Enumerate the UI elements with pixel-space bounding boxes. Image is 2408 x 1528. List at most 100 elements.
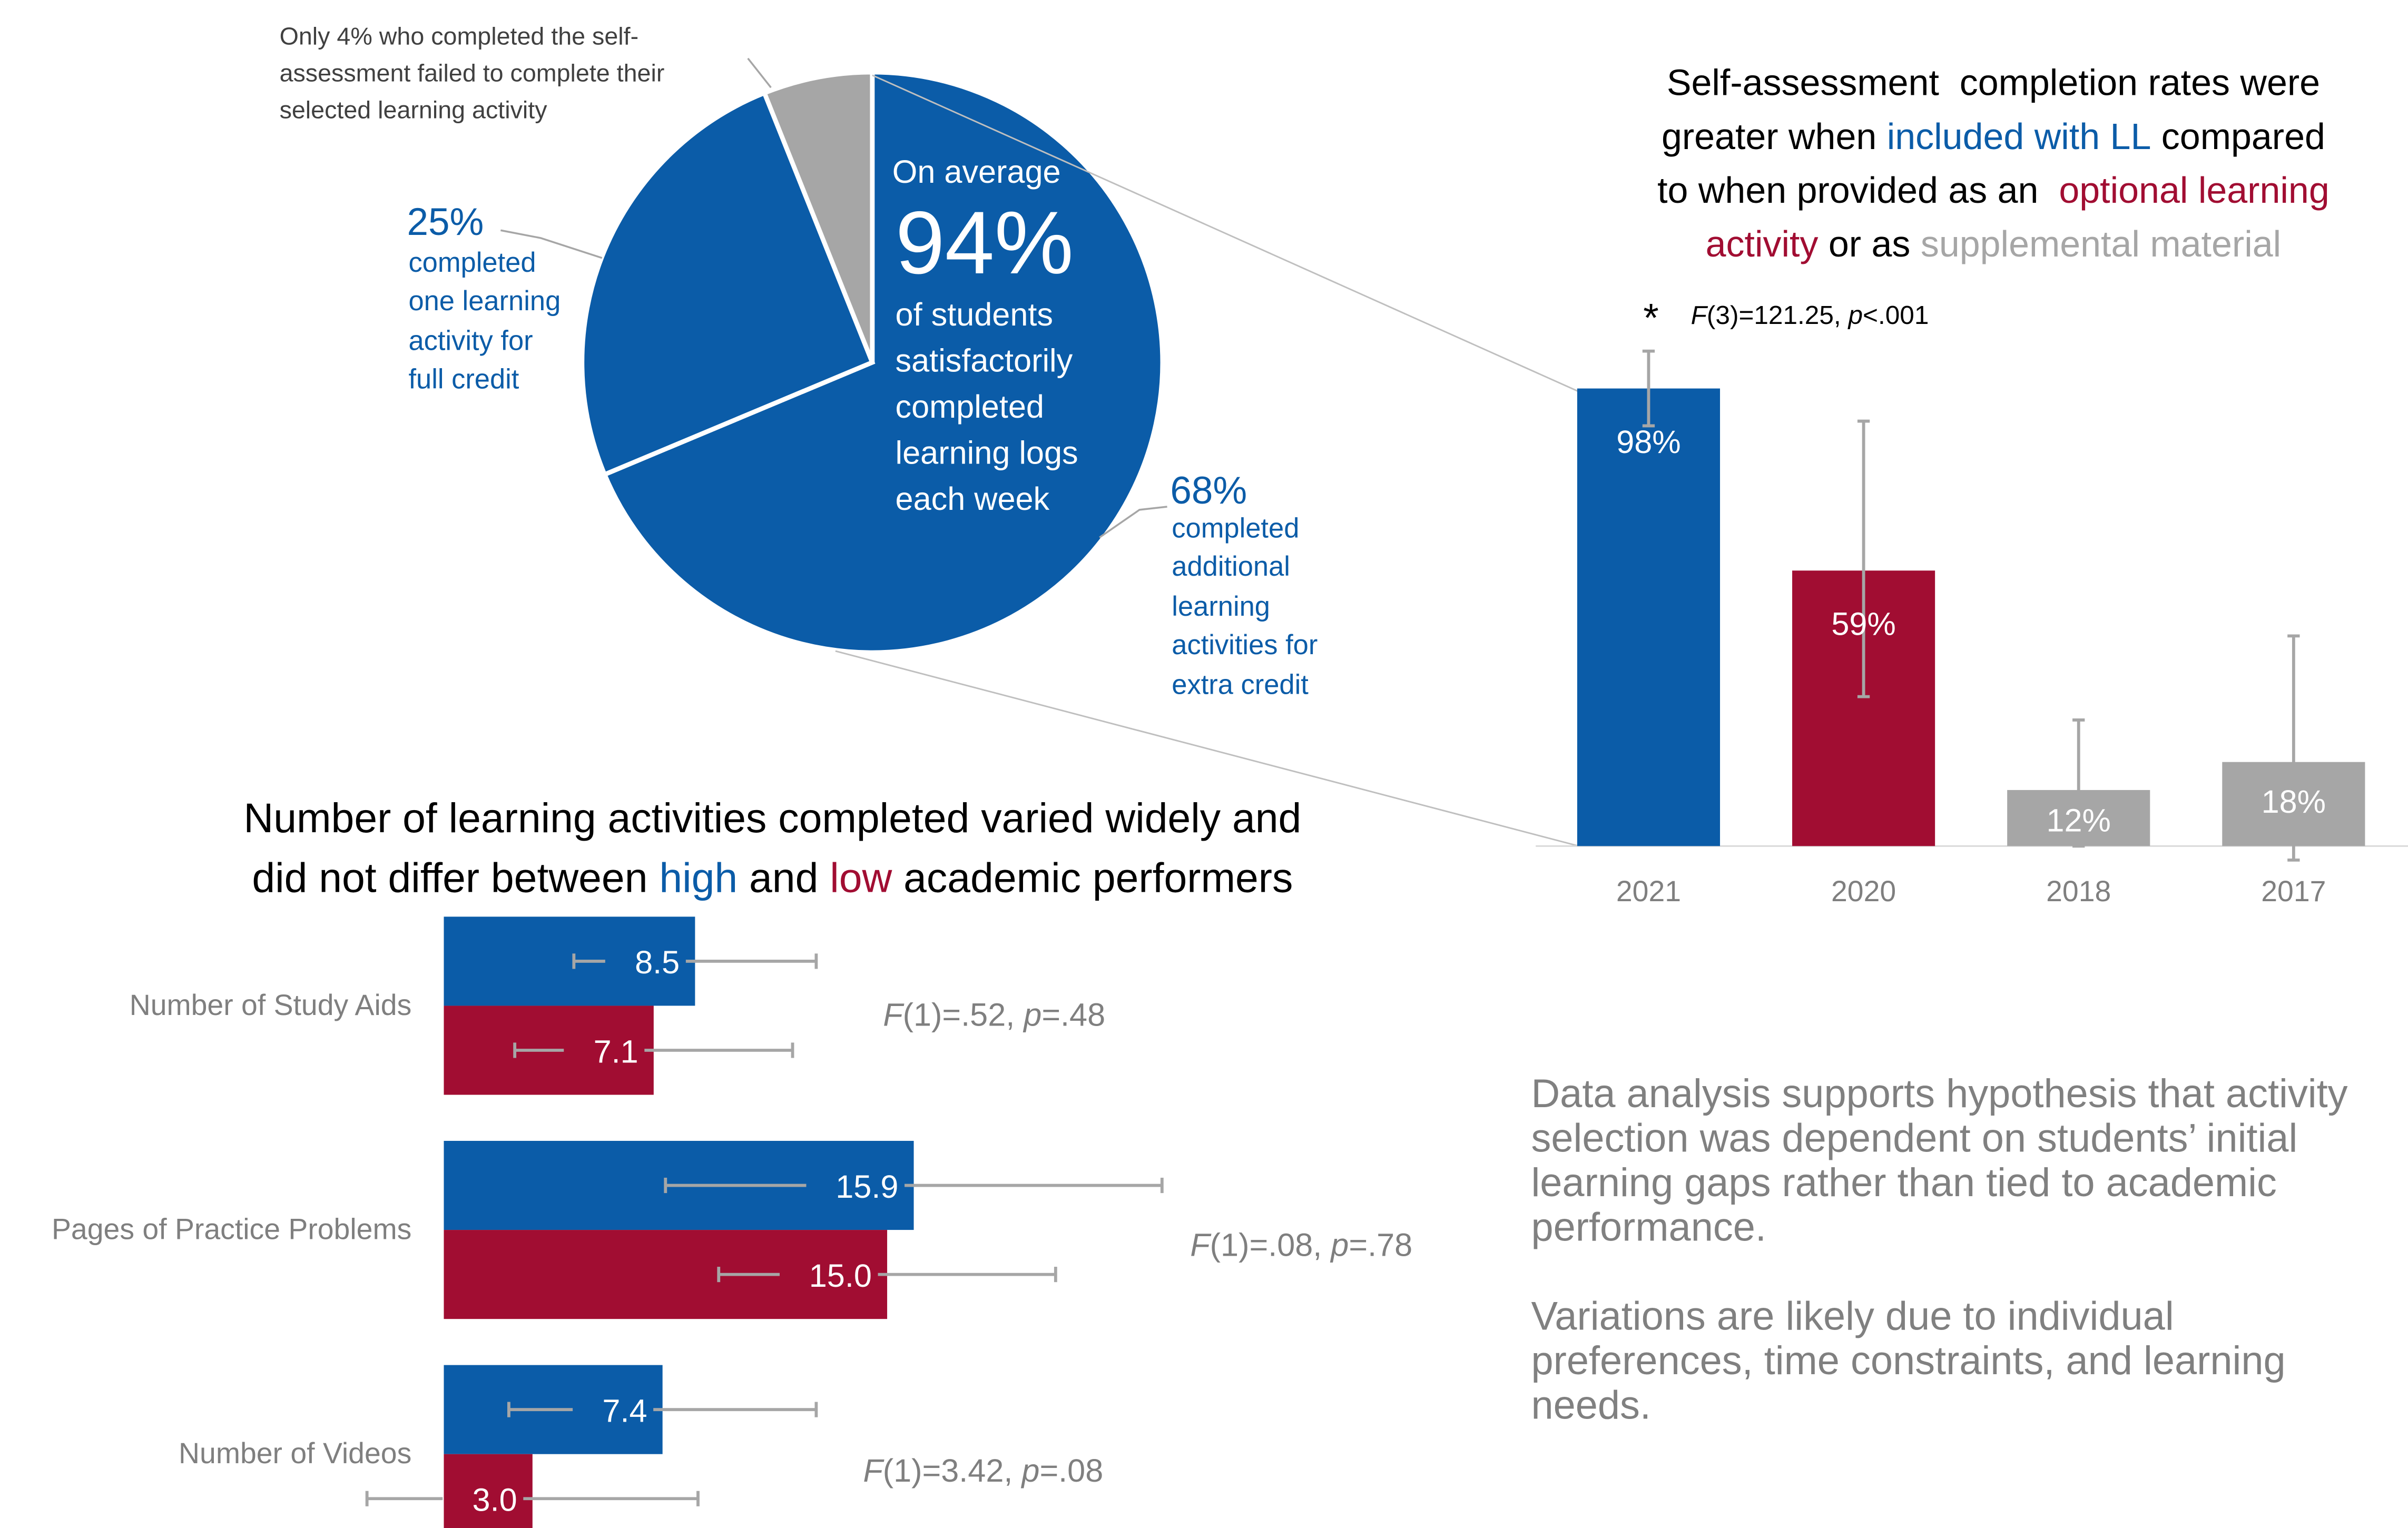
pie-chart xyxy=(579,70,1165,655)
hbar-title-line-2-part-3: and xyxy=(738,855,830,901)
pie-left-pct: 25% xyxy=(407,201,484,243)
pie-center-line-4: learning logs xyxy=(896,435,1078,470)
hbar-stat-2-mid: (1)=.08, xyxy=(1210,1227,1331,1263)
hbar-stat-2: F(1)=.08, p=.78 xyxy=(1190,1227,1412,1263)
hbar-label-high-3: 7.4 xyxy=(602,1393,647,1428)
hbar-stat-2-end: =.78 xyxy=(1349,1227,1412,1263)
bar-stat-mid: (3)=121.25, xyxy=(1707,300,1849,330)
hbar-label-low-1: 7.1 xyxy=(594,1033,638,1069)
summary-p2-line-1: Variations are likely due to individual xyxy=(1531,1294,2174,1339)
pie-right-line-4: activities for xyxy=(1172,630,1318,661)
hbar-stat-3-end: =.08 xyxy=(1039,1453,1103,1488)
hbar-high-1 xyxy=(444,916,695,1006)
bar-stat-p: p xyxy=(1847,300,1863,330)
pie-center-line-1: of students xyxy=(896,297,1053,332)
hbar-title-line-2: did not differ between high and low acad… xyxy=(252,855,1293,901)
bar-stat-end: <.001 xyxy=(1863,300,1929,330)
zoom-line-bottom xyxy=(835,650,1579,847)
hbar-title-line-2-part-4: low xyxy=(830,855,892,901)
bar-stat: F(3)=121.25, p<.001 xyxy=(1691,300,1929,330)
hbar-stat-1-end: =.48 xyxy=(1041,997,1105,1032)
pie-center-pct: 94% xyxy=(896,193,1074,292)
pie-note-line-3: selected learning activity xyxy=(280,96,548,123)
hbar-label-high-2: 15.9 xyxy=(836,1169,898,1205)
pct68-leader-line xyxy=(1099,506,1167,538)
note-leader-line xyxy=(747,57,772,88)
bar-title-line-3-part-1: to when provided as an xyxy=(1657,170,2059,211)
hbar-stat-3: F(1)=3.42, p=.08 xyxy=(863,1453,1103,1488)
pie-center-line-2: satisfactorily xyxy=(896,342,1073,378)
bar-stat-star: * xyxy=(1643,296,1659,341)
bar-stat-f: F xyxy=(1691,300,1708,330)
hbar-stat-2-f: F xyxy=(1190,1227,1212,1263)
hbar-category-3: Number of Videos xyxy=(179,1437,411,1470)
pie-left-line-3: activity for xyxy=(408,326,533,357)
hbar-stat-1: F(1)=.52, p=.48 xyxy=(883,997,1105,1032)
bar-title-line-3-part-2: optional learning xyxy=(2059,170,2329,211)
hbar-stat-3-mid: (1)=3.42, xyxy=(883,1453,1022,1488)
hbar-low-2 xyxy=(444,1230,888,1319)
bar-title-line-2: greater when included with LL compared xyxy=(1662,116,2325,157)
summary-p2-line-2: preferences, time constraints, and learn… xyxy=(1531,1338,2285,1383)
bar-tick-2021: 2021 xyxy=(1616,875,1681,908)
bar-label-2020: 59% xyxy=(1831,606,1896,642)
hbar-label-low-3: 3.0 xyxy=(473,1482,517,1518)
hbar-label-low-2: 15.0 xyxy=(809,1258,872,1294)
summary-p1-line-1: Data analysis supports hypothesis that a… xyxy=(1531,1071,2347,1116)
hbar-title-line-2-part-2: high xyxy=(659,855,738,901)
hbar-title-line-2-part-1: did not differ between xyxy=(252,855,659,901)
pie-right-line-1: completed xyxy=(1172,513,1299,544)
bar-tick-2020: 2020 xyxy=(1831,875,1896,908)
bar-title-line-4: activity or as supplemental material xyxy=(1706,223,2282,264)
bar-title-line-4-part-3: supplemental material xyxy=(1921,223,2281,264)
hbar-chart: Number of Study Aids 8.5 7.1 Pages of Pract… xyxy=(52,916,1164,1528)
pie-note-line-1: Only 4% who completed the self- xyxy=(280,23,639,50)
hbar-category-2: Pages of Practice Problems xyxy=(52,1213,411,1246)
bar-title-line-3: to when provided as an optional learning xyxy=(1657,170,2330,211)
bar-title-line-4-part-1: activity xyxy=(1706,223,1819,264)
bar-chart: 98% 2021 59% 2020 12% 2018 18% 2017 xyxy=(1536,349,2408,908)
hbar-stat-1-f: F xyxy=(883,997,905,1032)
pie-note-line-2: assessment failed to complete their xyxy=(280,60,665,87)
pie-left-line-1: completed xyxy=(408,248,536,278)
pie-left-line-4: full credit xyxy=(408,364,519,395)
pie-slice-1 xyxy=(601,70,1165,655)
pie-center-line-5: each week xyxy=(896,481,1050,517)
pie-right-line-5: extra credit xyxy=(1172,670,1309,701)
bar-label-2018: 12% xyxy=(2046,803,2111,839)
summary-p1-line-4: performance. xyxy=(1531,1205,1766,1249)
summary-p2-line-3: needs. xyxy=(1531,1383,1651,1428)
hbar-label-high-1: 8.5 xyxy=(635,944,680,980)
pct25-leader-line xyxy=(500,229,603,259)
bar-tick-2017: 2017 xyxy=(2261,875,2326,908)
pie-left-line-2: one learning xyxy=(408,286,561,317)
hbar-stat-3-p: p xyxy=(1020,1453,1039,1488)
bar-2021 xyxy=(1577,388,1721,846)
pie-right-pct: 68% xyxy=(1170,469,1247,512)
hbar-stat-1-mid: (1)=.52, xyxy=(903,997,1024,1032)
hbar-title-line-1-part-1: Number of learning activities completed … xyxy=(243,795,1301,841)
hbar-chart-title: Number of learning activities completed … xyxy=(243,795,1301,901)
pie-right-line-2: additional xyxy=(1172,551,1290,582)
pie-center-line-3: completed xyxy=(896,389,1044,425)
bar-title-line-1: Self-assessment completion rates were xyxy=(1667,62,2320,103)
bar-label-2017: 18% xyxy=(2262,784,2326,820)
bar-title-line-2-part-1: greater when xyxy=(1662,116,1887,157)
bar-chart-title: Self-assessment completion rates were gre… xyxy=(1657,62,2330,264)
bar-label-2021: 98% xyxy=(1616,424,1681,460)
hbar-low-3 xyxy=(444,1454,533,1528)
hbar-stat-3-f: F xyxy=(863,1453,884,1488)
zoom-line-top xyxy=(872,74,1579,392)
hbar-stat-1-p: p xyxy=(1023,997,1041,1032)
summary-p1-line-2: selection was dependent on students’ ini… xyxy=(1531,1116,2297,1160)
bar-title-line-4-part-2: or as xyxy=(1818,223,1920,264)
pie-right-line-3: learning xyxy=(1172,592,1270,622)
summary-p1-line-3: learning gaps rather than tied to academ… xyxy=(1531,1160,2276,1205)
hbar-title-line-2-part-5: academic performers xyxy=(892,855,1293,901)
bar-title-line-2-part-3: compared xyxy=(2151,116,2325,157)
pie-slice-3 xyxy=(761,70,875,363)
bar-title-line-1-part-1: Self-assessment completion rates were xyxy=(1667,62,2320,103)
hbar-stat-2-p: p xyxy=(1330,1227,1349,1263)
